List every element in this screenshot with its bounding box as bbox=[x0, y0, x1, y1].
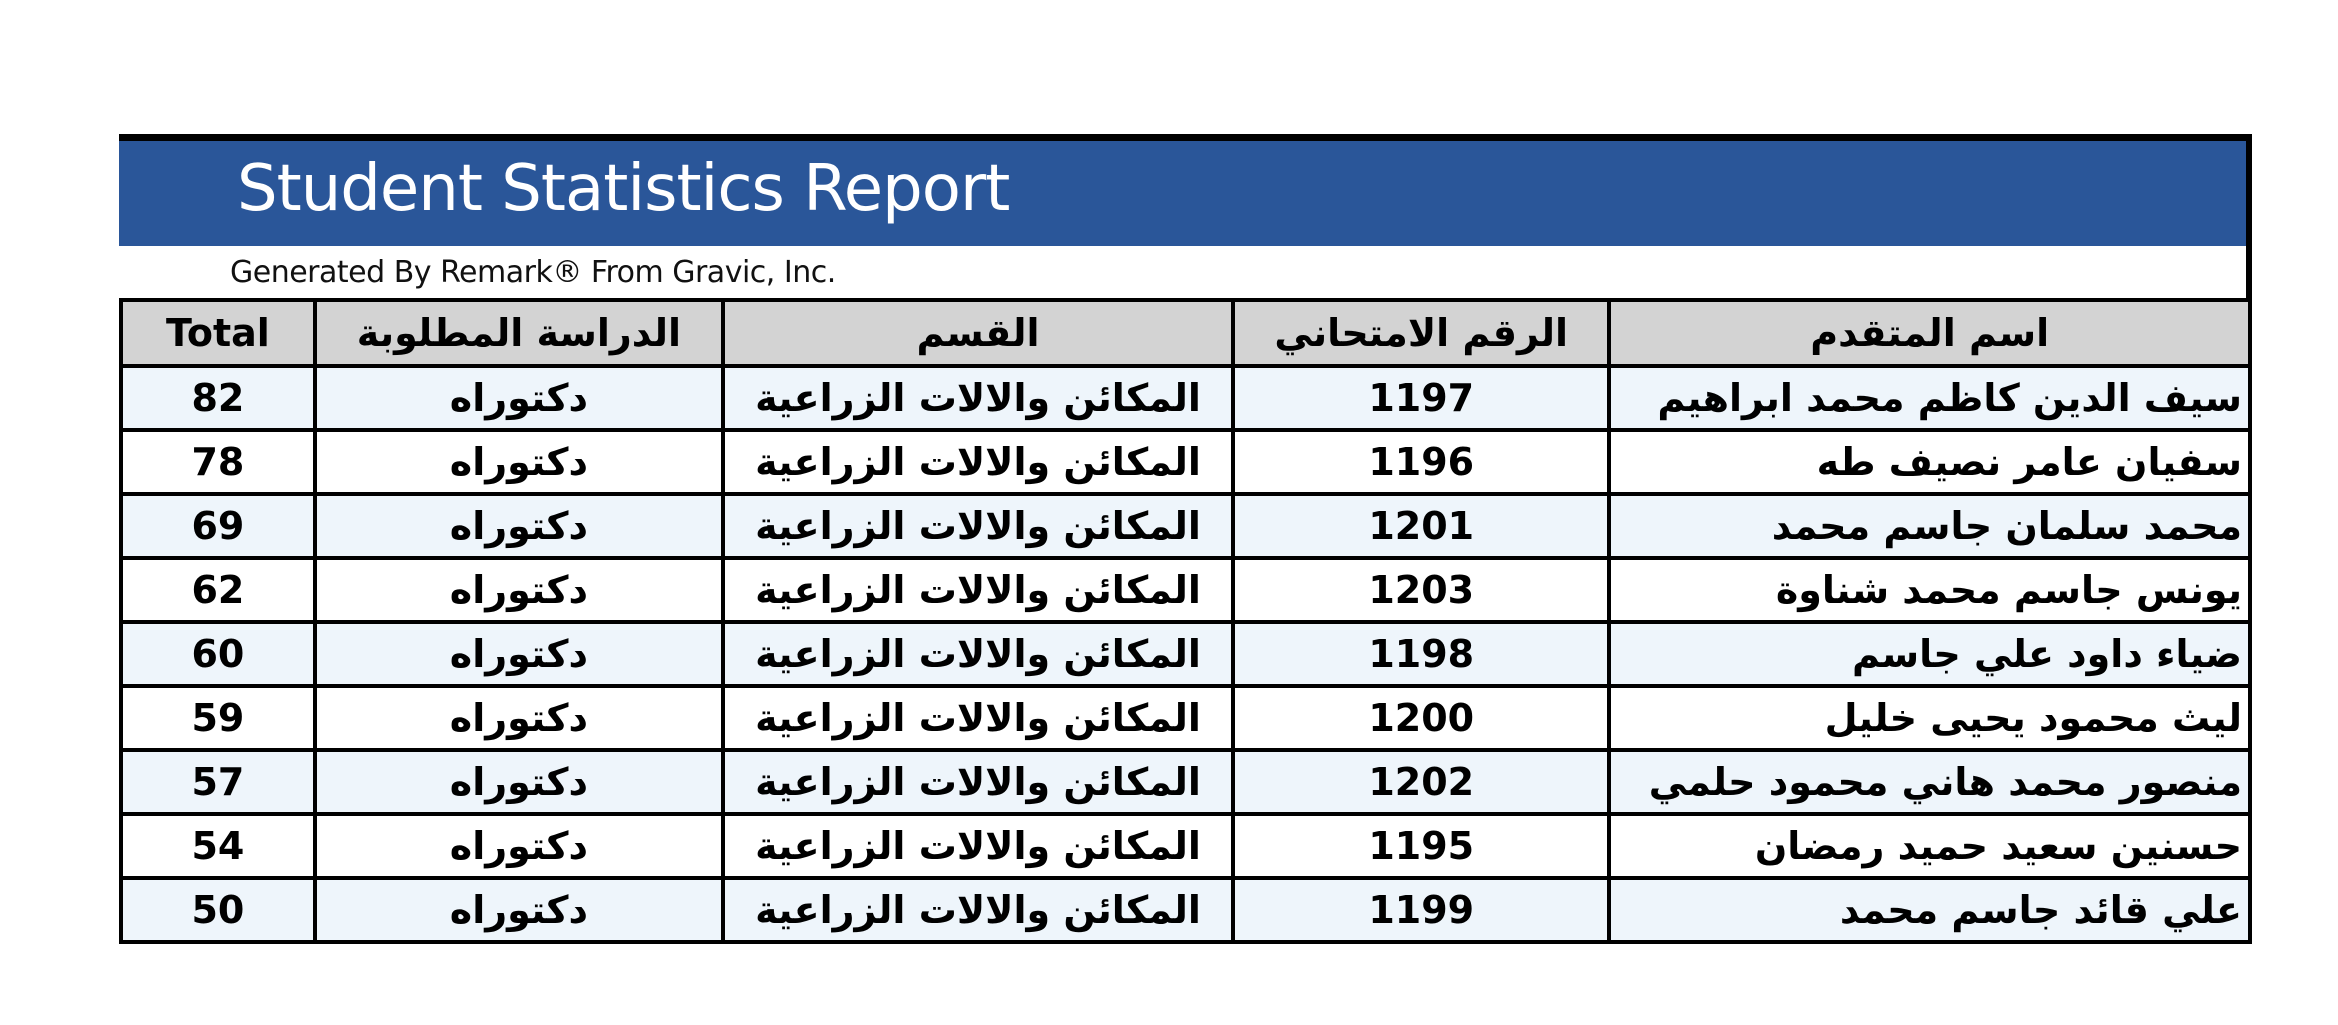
cell-study: دكتوراه bbox=[312, 748, 726, 816]
cell-study: دكتوراه bbox=[312, 812, 726, 880]
table-row: 50 دكتوراه المكائن والالات الزراعية 1199 علي… bbox=[119, 876, 2252, 944]
cell-department: المكائن والالات الزراعية bbox=[721, 556, 1235, 624]
cell-study: دكتوراه bbox=[312, 556, 726, 624]
cell-applicant-name: حسنين سعيد حميد رمضان bbox=[1607, 812, 2252, 880]
table-row: 60 دكتوراه المكائن والالات الزراعية 1198 ضيا… bbox=[119, 620, 2252, 688]
table-row: 57 دكتوراه المكائن والالات الزراعية 1202 منص… bbox=[119, 748, 2252, 816]
title-banner bbox=[119, 141, 2246, 246]
cell-total: 60 bbox=[119, 620, 317, 688]
col-header-study: الدراسة المطلوبة bbox=[312, 298, 726, 368]
cell-department: المكائن والالات الزراعية bbox=[721, 748, 1235, 816]
cell-total: 59 bbox=[119, 684, 317, 752]
col-header-department: القسم bbox=[721, 298, 1235, 368]
cell-applicant-name: ضياء داود علي جاسم bbox=[1607, 620, 2252, 688]
cell-applicant-name: ليث محمود يحيى خليل bbox=[1607, 684, 2252, 752]
cell-department: المكائن والالات الزراعية bbox=[721, 812, 1235, 880]
cell-total: 78 bbox=[119, 428, 317, 496]
cell-study: دكتوراه bbox=[312, 684, 726, 752]
cell-study: دكتوراه bbox=[312, 428, 726, 496]
col-header-applicant-name: اسم المتقدم bbox=[1607, 298, 2252, 368]
cell-study: دكتوراه bbox=[312, 876, 726, 944]
cell-exam-number: 1203 bbox=[1230, 556, 1612, 624]
cell-exam-number: 1198 bbox=[1230, 620, 1612, 688]
cell-exam-number: 1195 bbox=[1230, 812, 1612, 880]
cell-applicant-name: يونس جاسم محمد شناوة bbox=[1607, 556, 2252, 624]
student-table: Total الدراسة المطلوبة القسم الرقم الامت… bbox=[119, 298, 2252, 944]
cell-exam-number: 1199 bbox=[1230, 876, 1612, 944]
table-row: 78 دكتوراه المكائن والالات الزراعية 1196 سفي… bbox=[119, 428, 2252, 496]
table-row: 69 دكتوراه المكائن والالات الزراعية 1201 محم… bbox=[119, 492, 2252, 560]
cell-applicant-name: سفيان عامر نصيف طه bbox=[1607, 428, 2252, 496]
cell-department: المكائن والالات الزراعية bbox=[721, 492, 1235, 560]
col-header-exam-number: الرقم الامتحاني bbox=[1230, 298, 1612, 368]
cell-study: دكتوراه bbox=[312, 364, 726, 432]
cell-total: 69 bbox=[119, 492, 317, 560]
cell-applicant-name: علي قائد جاسم محمد bbox=[1607, 876, 2252, 944]
cell-exam-number: 1202 bbox=[1230, 748, 1612, 816]
table-row: 62 دكتوراه المكائن والالات الزراعية 1203 يون… bbox=[119, 556, 2252, 624]
col-header-total: Total bbox=[119, 298, 317, 368]
cell-exam-number: 1196 bbox=[1230, 428, 1612, 496]
cell-total: 57 bbox=[119, 748, 317, 816]
cell-department: المكائن والالات الزراعية bbox=[721, 620, 1235, 688]
table-row: 54 دكتوراه المكائن والالات الزراعية 1195 حسن… bbox=[119, 812, 2252, 880]
cell-total: 50 bbox=[119, 876, 317, 944]
cell-applicant-name: منصور محمد هاني محمود حلمي bbox=[1607, 748, 2252, 816]
cell-applicant-name: محمد سلمان جاسم محمد bbox=[1607, 492, 2252, 560]
cell-study: دكتوراه bbox=[312, 620, 726, 688]
cell-department: المكائن والالات الزراعية bbox=[721, 428, 1235, 496]
cell-department: المكائن والالات الزراعية bbox=[721, 876, 1235, 944]
table-row: 82 دكتوراه المكائن والالات الزراعية 1197 سيف… bbox=[119, 364, 2252, 432]
cell-department: المكائن والالات الزراعية bbox=[721, 684, 1235, 752]
cell-applicant-name: سيف الدين كاظم محمد ابراهيم bbox=[1607, 364, 2252, 432]
cell-exam-number: 1200 bbox=[1230, 684, 1612, 752]
cell-exam-number: 1197 bbox=[1230, 364, 1612, 432]
cell-exam-number: 1201 bbox=[1230, 492, 1612, 560]
cell-study: دكتوراه bbox=[312, 492, 726, 560]
cell-total: 82 bbox=[119, 364, 317, 432]
header-row: Total الدراسة المطلوبة القسم الرقم الامت… bbox=[119, 298, 2252, 368]
cell-total: 54 bbox=[119, 812, 317, 880]
table-row: 59 دكتوراه المكائن والالات الزراعية 1200 ليث… bbox=[119, 684, 2252, 752]
report-title: Student Statistics Report bbox=[237, 152, 1010, 226]
cell-department: المكائن والالات الزراعية bbox=[721, 364, 1235, 432]
cell-total: 62 bbox=[119, 556, 317, 624]
report-subtitle: Generated By Remark® From Gravic, Inc. bbox=[230, 255, 836, 290]
report-frame bbox=[119, 134, 2252, 298]
